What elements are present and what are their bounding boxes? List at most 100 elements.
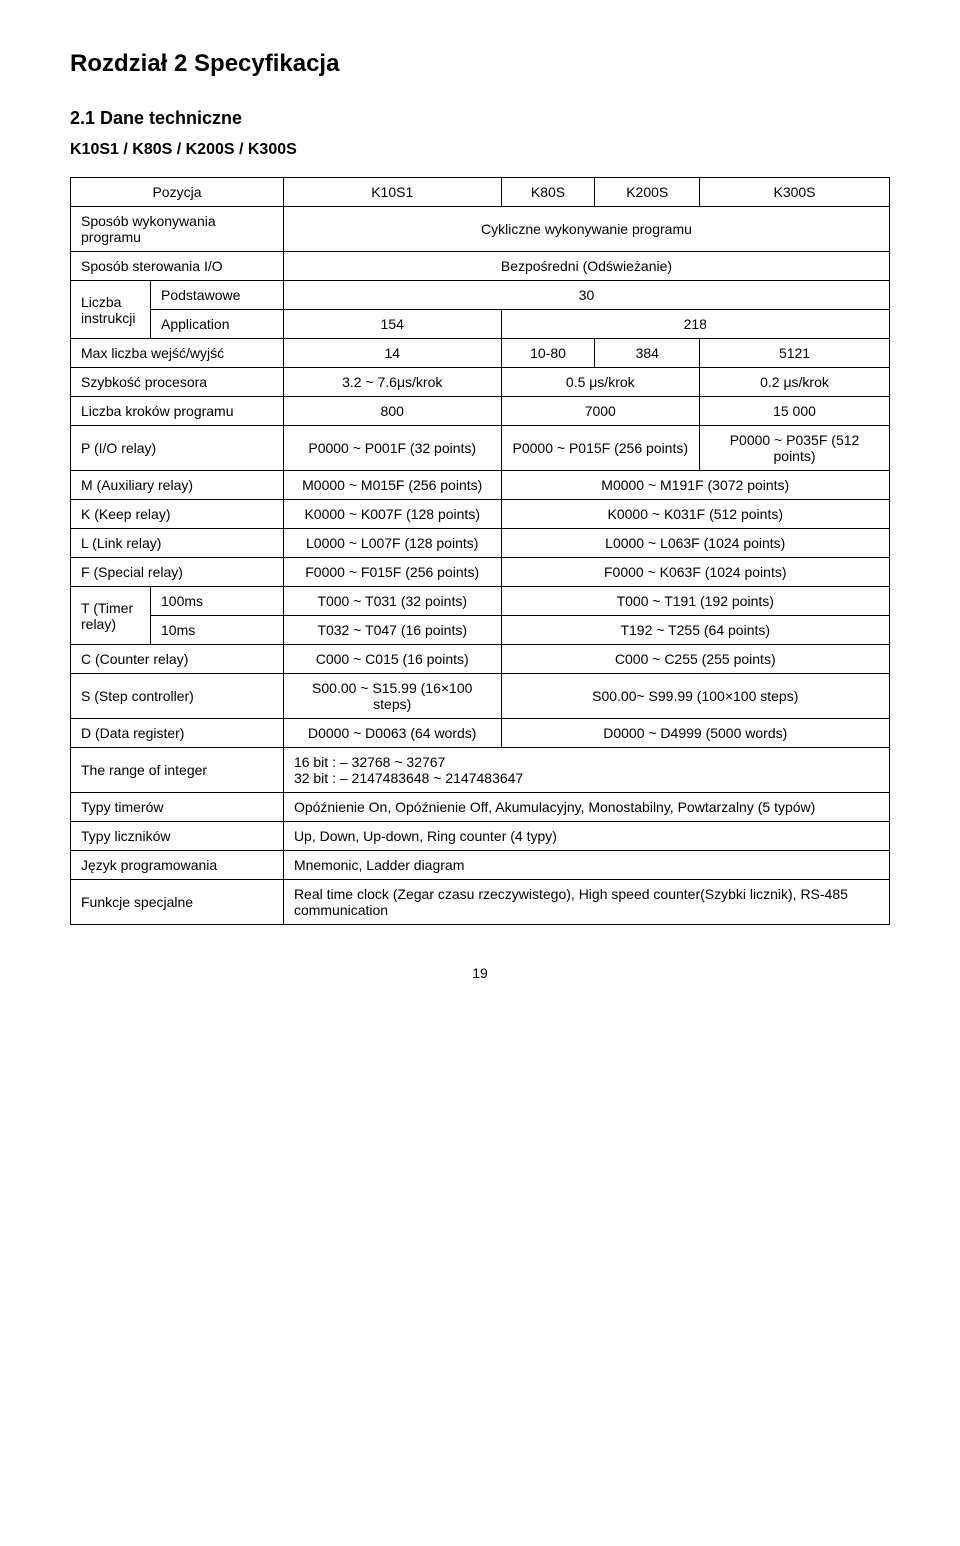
int-range-line2: 32 bit : – 2147483648 ~ 2147483647 — [294, 770, 879, 786]
t-10ms-v1: T032 ~ T047 (16 points) — [283, 616, 501, 645]
m-relay-v2: M0000 ~ M191F (3072 points) — [501, 471, 889, 500]
header-k200s: K200S — [595, 178, 700, 207]
m-relay-v1: M0000 ~ M015F (256 points) — [283, 471, 501, 500]
timer-types-label: Typy timerów — [71, 793, 284, 822]
t-100ms-v1: T000 ~ T031 (32 points) — [283, 587, 501, 616]
max-io-label: Max liczba wejść/wyjść — [71, 339, 284, 368]
instr-app-label: Application — [151, 310, 284, 339]
t-10ms-v2: T192 ~ T255 (64 points) — [501, 616, 889, 645]
row-c-relay: C (Counter relay) C000 ~ C015 (16 points… — [71, 645, 890, 674]
subsection-title: K10S1 / K80S / K200S / K300S — [70, 141, 890, 159]
instr-basic-label: Podstawowe — [151, 281, 284, 310]
row-d-reg: D (Data register) D0000 ~ D0063 (64 word… — [71, 719, 890, 748]
f-relay-v2: F0000 ~ K063F (1024 points) — [501, 558, 889, 587]
row-t-10ms: 10ms T032 ~ T047 (16 points) T192 ~ T255… — [71, 616, 890, 645]
special-fn-label: Funkcje specjalne — [71, 880, 284, 925]
row-m-relay: M (Auxiliary relay) M0000 ~ M015F (256 p… — [71, 471, 890, 500]
row-k-relay: K (Keep relay) K0000 ~ K007F (128 points… — [71, 500, 890, 529]
max-io-v4: 5121 — [700, 339, 890, 368]
row-int-range: The range of integer 16 bit : – 32768 ~ … — [71, 748, 890, 793]
section-title: 2.1 Dane techniczne — [70, 108, 890, 129]
cpu-speed-label: Szybkość procesora — [71, 368, 284, 397]
prog-steps-label: Liczba kroków programu — [71, 397, 284, 426]
s-ctrl-v2: S00.00~ S99.99 (100×100 steps) — [501, 674, 889, 719]
max-io-v3: 384 — [595, 339, 700, 368]
header-k10s1: K10S1 — [283, 178, 501, 207]
spec-table: Pozycja K10S1 K80S K200S K300S Sposób wy… — [70, 177, 890, 925]
row-timer-types: Typy timerów Opóźnienie On, Opóźnienie O… — [71, 793, 890, 822]
io-control-value: Bezpośredni (Odświeżanie) — [283, 252, 889, 281]
row-instr-app: Application 154 218 — [71, 310, 890, 339]
row-l-relay: L (Link relay) L0000 ~ L007F (128 points… — [71, 529, 890, 558]
timer-types-value: Opóźnienie On, Opóźnienie Off, Akumulacy… — [283, 793, 889, 822]
k-relay-v1: K0000 ~ K007F (128 points) — [283, 500, 501, 529]
cpu-speed-v2: 0.5 μs/krok — [501, 368, 700, 397]
cpu-speed-v1: 3.2 ~ 7.6μs/krok — [283, 368, 501, 397]
row-instr-basic: Liczba instrukcji Podstawowe 30 — [71, 281, 890, 310]
prog-steps-v1: 800 — [283, 397, 501, 426]
header-k80s: K80S — [501, 178, 595, 207]
prog-steps-v2: 7000 — [501, 397, 700, 426]
c-relay-label: C (Counter relay) — [71, 645, 284, 674]
p-relay-v3: P0000 ~ P035F (512 points) — [700, 426, 890, 471]
prog-steps-v3: 15 000 — [700, 397, 890, 426]
row-io-control: Sposób sterowania I/O Bezpośredni (Odświ… — [71, 252, 890, 281]
s-ctrl-v1: S00.00 ~ S15.99 (16×100 steps) — [283, 674, 501, 719]
l-relay-label: L (Link relay) — [71, 529, 284, 558]
chapter-title: Rozdział 2 Specyfikacja — [70, 50, 890, 78]
m-relay-label: M (Auxiliary relay) — [71, 471, 284, 500]
counter-types-value: Up, Down, Up-down, Ring counter (4 typy) — [283, 822, 889, 851]
d-reg-v2: D0000 ~ D4999 (5000 words) — [501, 719, 889, 748]
t-100ms-v2: T000 ~ T191 (192 points) — [501, 587, 889, 616]
row-exec-method: Sposób wykonywania programu Cykliczne wy… — [71, 207, 890, 252]
max-io-v2: 10-80 — [501, 339, 595, 368]
p-relay-v2: P0000 ~ P015F (256 points) — [501, 426, 700, 471]
instr-count-label: Liczba instrukcji — [71, 281, 151, 339]
header-k300s: K300S — [700, 178, 890, 207]
max-io-v1: 14 — [283, 339, 501, 368]
d-reg-label: D (Data register) — [71, 719, 284, 748]
f-relay-label: F (Special relay) — [71, 558, 284, 587]
row-prog-steps: Liczba kroków programu 800 7000 15 000 — [71, 397, 890, 426]
row-f-relay: F (Special relay) F0000 ~ F015F (256 poi… — [71, 558, 890, 587]
row-prog-lang: Język programowania Mnemonic, Ladder dia… — [71, 851, 890, 880]
page-number: 19 — [70, 965, 890, 981]
special-fn-value: Real time clock (Zegar czasu rzeczywiste… — [283, 880, 889, 925]
d-reg-v1: D0000 ~ D0063 (64 words) — [283, 719, 501, 748]
io-control-label: Sposób sterowania I/O — [71, 252, 284, 281]
s-ctrl-label: S (Step controller) — [71, 674, 284, 719]
prog-lang-value: Mnemonic, Ladder diagram — [283, 851, 889, 880]
int-range-label: The range of integer — [71, 748, 284, 793]
p-relay-label: P (I/O relay) — [71, 426, 284, 471]
row-p-relay: P (I/O relay) P0000 ~ P001F (32 points) … — [71, 426, 890, 471]
row-s-ctrl: S (Step controller) S00.00 ~ S15.99 (16×… — [71, 674, 890, 719]
cpu-speed-v3: 0.2 μs/krok — [700, 368, 890, 397]
counter-types-label: Typy liczników — [71, 822, 284, 851]
k-relay-v2: K0000 ~ K031F (512 points) — [501, 500, 889, 529]
row-max-io: Max liczba wejść/wyjść 14 10-80 384 5121 — [71, 339, 890, 368]
c-relay-v1: C000 ~ C015 (16 points) — [283, 645, 501, 674]
prog-lang-label: Język programowania — [71, 851, 284, 880]
l-relay-v1: L0000 ~ L007F (128 points) — [283, 529, 501, 558]
c-relay-v2: C000 ~ C255 (255 points) — [501, 645, 889, 674]
instr-app-v1: 154 — [283, 310, 501, 339]
header-pozycja: Pozycja — [71, 178, 284, 207]
table-header-row: Pozycja K10S1 K80S K200S K300S — [71, 178, 890, 207]
row-counter-types: Typy liczników Up, Down, Up-down, Ring c… — [71, 822, 890, 851]
row-cpu-speed: Szybkość procesora 3.2 ~ 7.6μs/krok 0.5 … — [71, 368, 890, 397]
row-t-100ms: T (Timer relay) 100ms T000 ~ T031 (32 po… — [71, 587, 890, 616]
t-100ms-label: 100ms — [151, 587, 284, 616]
row-special-fn: Funkcje specjalne Real time clock (Zegar… — [71, 880, 890, 925]
int-range-line1: 16 bit : – 32768 ~ 32767 — [294, 754, 879, 770]
instr-app-v2: 218 — [501, 310, 889, 339]
instr-basic-value: 30 — [283, 281, 889, 310]
f-relay-v1: F0000 ~ F015F (256 points) — [283, 558, 501, 587]
t-relay-label: T (Timer relay) — [71, 587, 151, 645]
exec-method-value: Cykliczne wykonywanie programu — [283, 207, 889, 252]
k-relay-label: K (Keep relay) — [71, 500, 284, 529]
l-relay-v2: L0000 ~ L063F (1024 points) — [501, 529, 889, 558]
int-range-value: 16 bit : – 32768 ~ 32767 32 bit : – 2147… — [283, 748, 889, 793]
p-relay-v1: P0000 ~ P001F (32 points) — [283, 426, 501, 471]
t-10ms-label: 10ms — [151, 616, 284, 645]
exec-method-label: Sposób wykonywania programu — [71, 207, 284, 252]
